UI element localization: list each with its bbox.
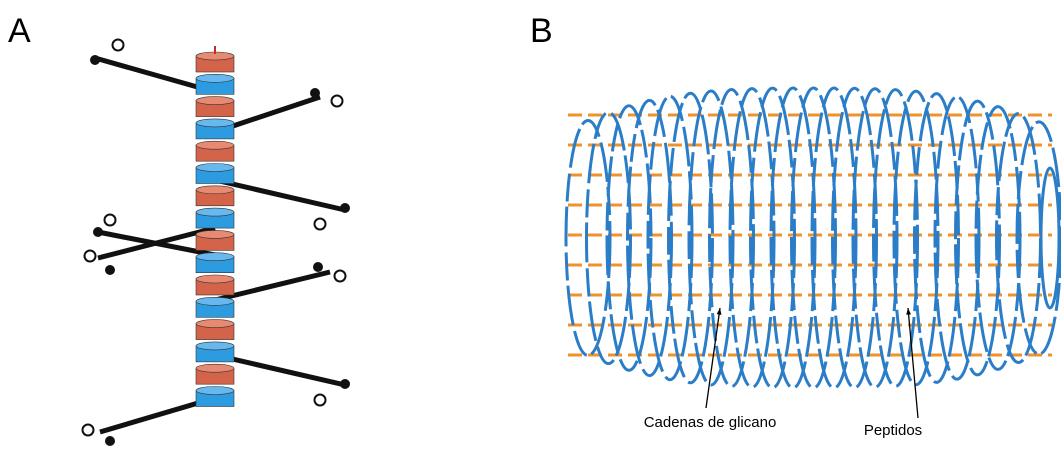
open-end — [335, 271, 346, 282]
disk-top — [196, 297, 234, 305]
panel-label: A — [8, 12, 31, 50]
disk-top — [196, 342, 234, 350]
disk-top — [196, 230, 234, 238]
disk-top — [196, 320, 234, 328]
filled-end — [93, 227, 103, 237]
open-end — [315, 395, 326, 406]
disk-top — [196, 74, 234, 82]
disk-top — [196, 387, 234, 395]
filled-end — [310, 88, 320, 98]
arrowhead — [717, 308, 722, 315]
filled-end — [340, 379, 350, 389]
cap — [1041, 168, 1059, 308]
disk-top — [196, 141, 234, 149]
annotation: Peptidos — [864, 422, 922, 439]
figure: A B Cadenas de glicano Peptidos — [0, 0, 1061, 451]
filled-end — [340, 203, 350, 213]
disk-top — [196, 208, 234, 216]
filled-end — [90, 55, 100, 65]
disk-top — [196, 164, 234, 172]
disk-top — [196, 186, 234, 194]
panel-label: B — [530, 12, 553, 50]
filled-end — [313, 262, 323, 272]
disk-top — [196, 364, 234, 372]
open-end — [315, 219, 326, 230]
open-end — [105, 215, 116, 226]
arm — [215, 355, 345, 385]
open-end — [332, 96, 343, 107]
arm — [215, 180, 345, 210]
filled-end — [105, 436, 115, 446]
disk-top — [196, 253, 234, 261]
open-end — [85, 251, 96, 262]
filled-end — [105, 265, 115, 275]
annotation: Cadenas de glicano — [644, 414, 777, 431]
disk-top — [196, 97, 234, 105]
disk-top — [196, 275, 234, 283]
disk-top — [196, 119, 234, 127]
open-end — [83, 425, 94, 436]
drawing — [83, 40, 1061, 447]
open-end — [113, 40, 124, 51]
